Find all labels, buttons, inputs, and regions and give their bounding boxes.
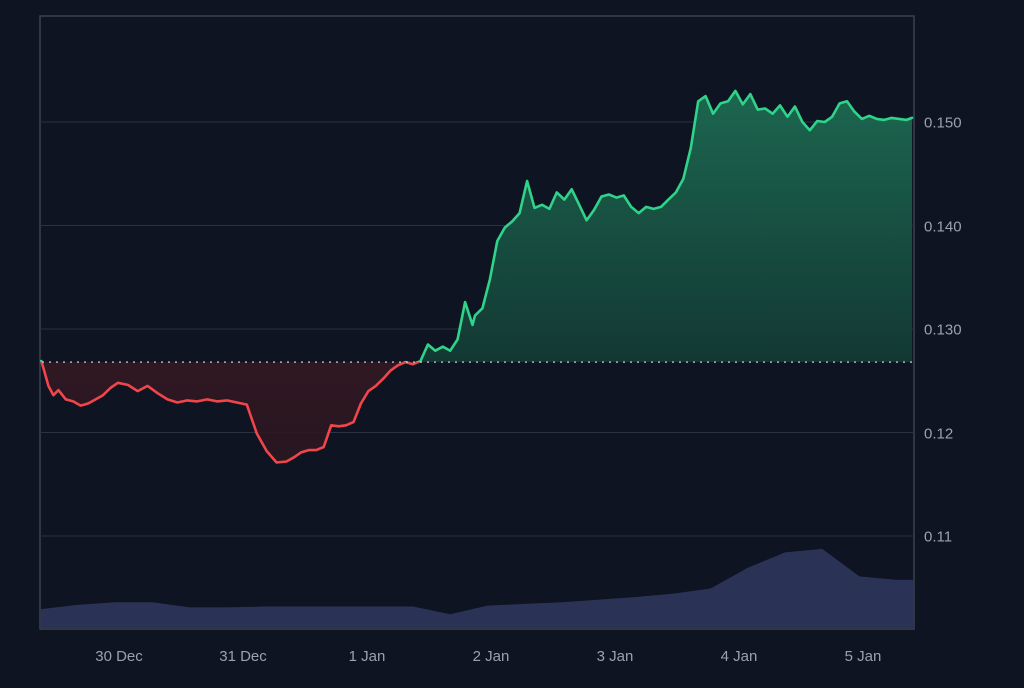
x-tick-label: 4 Jan: [720, 648, 758, 665]
price-line-up[interactable]: [40, 89, 914, 463]
x-tick-label: 5 Jan: [844, 648, 882, 665]
plot-frame: [39, 15, 915, 630]
x-tick-label: 31 Dec: [219, 648, 267, 665]
y-tick-label: 0.150: [924, 114, 962, 132]
y-tick-label: 0.130: [924, 321, 962, 339]
x-tick-label: 2 Jan: [472, 648, 510, 665]
volume-area: [41, 548, 913, 628]
y-tick-label: 0.12: [924, 425, 954, 442]
loss-area: [41, 362, 912, 463]
gain-area: [41, 90, 912, 363]
y-tick-label: 0.140: [924, 218, 962, 235]
x-tick-label: 1 Jan: [348, 648, 386, 665]
x-tick-label: 30 Dec: [95, 648, 143, 665]
y-tick-label: 0.11: [924, 528, 953, 546]
price-line-down[interactable]: [40, 91, 912, 464]
x-tick-label: 3 Jan: [596, 648, 634, 665]
